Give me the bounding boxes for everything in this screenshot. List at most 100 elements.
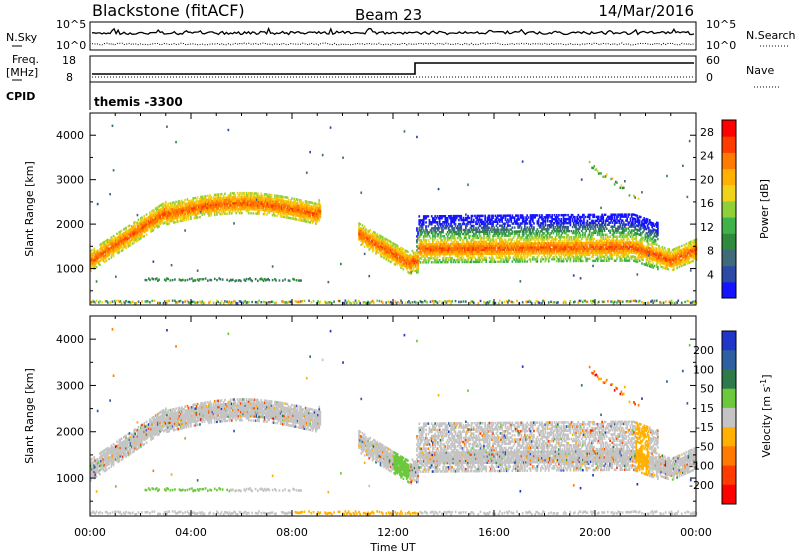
power-cell [516, 214, 518, 217]
power-cell [429, 257, 432, 260]
power-cell [184, 214, 186, 218]
power-cell [161, 221, 164, 224]
power-cell [186, 204, 189, 207]
power-cell [487, 248, 490, 251]
power-cell [517, 216, 519, 219]
power-cell [201, 205, 204, 208]
power-cell [208, 198, 210, 201]
power-cell [171, 205, 174, 208]
power-cell [552, 250, 555, 253]
power-cell [186, 212, 189, 215]
power-cell [429, 255, 432, 258]
power-cell [574, 235, 576, 239]
power-cell [425, 300, 427, 303]
power-cell [565, 225, 567, 229]
power-cell [151, 217, 154, 221]
power-cell [436, 261, 439, 264]
power-cell [557, 252, 559, 255]
power-cell [405, 250, 408, 253]
power-cell [503, 232, 506, 235]
power-cell [230, 204, 233, 207]
power-cell [242, 205, 244, 209]
power-cell [151, 209, 154, 213]
power-cell [574, 257, 576, 261]
power-cell [565, 247, 567, 251]
power-cell [386, 244, 389, 248]
power-cell [426, 245, 428, 248]
power-cell [197, 212, 200, 215]
power-cell [283, 207, 285, 211]
power-cell [557, 244, 559, 247]
power-cell [403, 264, 406, 268]
power-cell [303, 217, 306, 221]
power-cell [185, 216, 188, 219]
power-cell [575, 229, 577, 233]
power-cell [291, 205, 293, 208]
power-cell [458, 260, 460, 264]
power-cell [271, 265, 274, 268]
power-cell [400, 258, 402, 262]
power-cell [287, 208, 290, 211]
power-cell [568, 219, 571, 223]
power-cell [549, 250, 551, 253]
power-cell [276, 208, 278, 212]
power-cell [112, 234, 115, 238]
power-cell [104, 254, 107, 257]
power-cell [237, 207, 240, 211]
power-cell [413, 257, 416, 261]
power-cell [438, 253, 441, 256]
power-cell [492, 301, 494, 304]
power-cell [155, 220, 158, 224]
power-cell [197, 279, 200, 282]
power-cell [197, 210, 200, 213]
power-cell [496, 246, 499, 249]
power-cell [370, 239, 373, 242]
power-cell [216, 201, 218, 204]
power-cell [254, 277, 257, 281]
power-cell [111, 249, 114, 252]
power-cell [488, 300, 491, 303]
power-cell [467, 242, 469, 246]
power-cell [253, 196, 256, 199]
power-cell [213, 203, 216, 207]
power-cell [432, 219, 434, 222]
power-cell [237, 199, 240, 203]
power-cell [299, 204, 301, 208]
power-cell [574, 249, 576, 253]
power-cell [562, 216, 565, 219]
power-cell [420, 225, 423, 228]
power-cell [467, 183, 469, 186]
power-cell [234, 208, 236, 211]
power-cell [453, 248, 456, 252]
power-cell [170, 213, 173, 217]
power-cell [467, 240, 469, 244]
power-cell [537, 250, 540, 253]
power-cell [277, 198, 280, 202]
power-cell [162, 210, 165, 213]
power-cell [455, 232, 458, 236]
power-cell [518, 250, 521, 253]
power-cell [511, 230, 514, 233]
power-cell [535, 246, 538, 249]
power-cell [179, 213, 182, 217]
power-cell [163, 211, 166, 214]
power-cell [166, 222, 168, 226]
power-cell [421, 231, 424, 234]
power-cell [507, 228, 509, 231]
power-cell [465, 300, 467, 303]
power-cell [500, 244, 502, 247]
power-cell [475, 258, 477, 262]
power-cell [509, 228, 511, 231]
power-cell [378, 234, 381, 237]
power-cell [546, 218, 549, 221]
power-cell [263, 211, 266, 214]
power-cell [184, 198, 186, 202]
power-cell [480, 240, 483, 244]
power-cell [440, 235, 442, 238]
power-cell [251, 206, 253, 209]
power-cell [105, 300, 108, 303]
power-cell [540, 230, 542, 233]
power-cell [462, 256, 465, 260]
power-cell [103, 254, 106, 258]
power-cell [155, 208, 158, 212]
